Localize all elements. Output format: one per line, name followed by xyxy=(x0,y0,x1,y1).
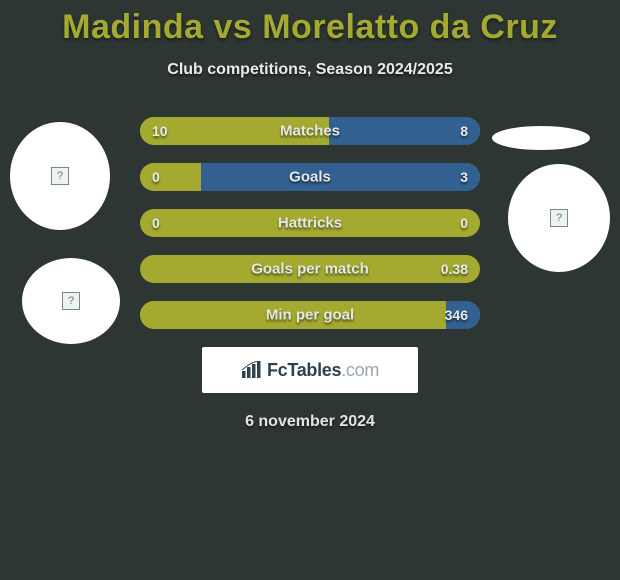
comparison-title: Madinda vs Morelatto da Cruz xyxy=(0,0,620,47)
fctables-logo: FcTables.com xyxy=(202,347,418,393)
stat-right-value: 3 xyxy=(460,169,468,185)
stat-right-value: 0 xyxy=(460,215,468,231)
broken-image-icon: ? xyxy=(62,292,80,310)
stat-left-value: 0 xyxy=(152,169,160,185)
stat-label: Matches xyxy=(280,123,340,140)
player-left-photo-2: ? xyxy=(22,258,120,344)
generation-date: 6 november 2024 xyxy=(0,413,620,431)
stat-left-segment xyxy=(140,163,201,191)
stat-right-value: 346 xyxy=(445,307,468,323)
stat-right-segment xyxy=(329,117,480,145)
stat-row: Goals per match 0.38 xyxy=(140,255,480,283)
stat-label: Min per goal xyxy=(266,307,354,324)
player-right-photo-2: ? xyxy=(508,164,610,272)
broken-image-icon: ? xyxy=(51,167,69,185)
stat-right-segment xyxy=(201,163,480,191)
stat-label: Goals xyxy=(289,169,331,186)
player-left-photo-1: ? xyxy=(10,122,110,230)
stat-row: Hattricks 0 0 xyxy=(140,209,480,237)
stat-left-value: 10 xyxy=(152,123,168,139)
stat-right-value: 8 xyxy=(460,123,468,139)
stat-label: Hattricks xyxy=(278,215,342,232)
stat-row: Goals 0 3 xyxy=(140,163,480,191)
comparison-subtitle: Club competitions, Season 2024/2025 xyxy=(0,61,620,79)
stat-left-value: 0 xyxy=(152,215,160,231)
broken-image-icon: ? xyxy=(550,209,568,227)
stat-row: Matches 10 8 xyxy=(140,117,480,145)
bar-chart-icon xyxy=(241,361,263,379)
logo-text: FcTables.com xyxy=(267,360,379,381)
player-right-photo-1 xyxy=(492,126,590,150)
stat-right-value: 0.38 xyxy=(441,261,468,277)
stat-row: Min per goal 346 xyxy=(140,301,480,329)
stat-label: Goals per match xyxy=(251,261,369,278)
